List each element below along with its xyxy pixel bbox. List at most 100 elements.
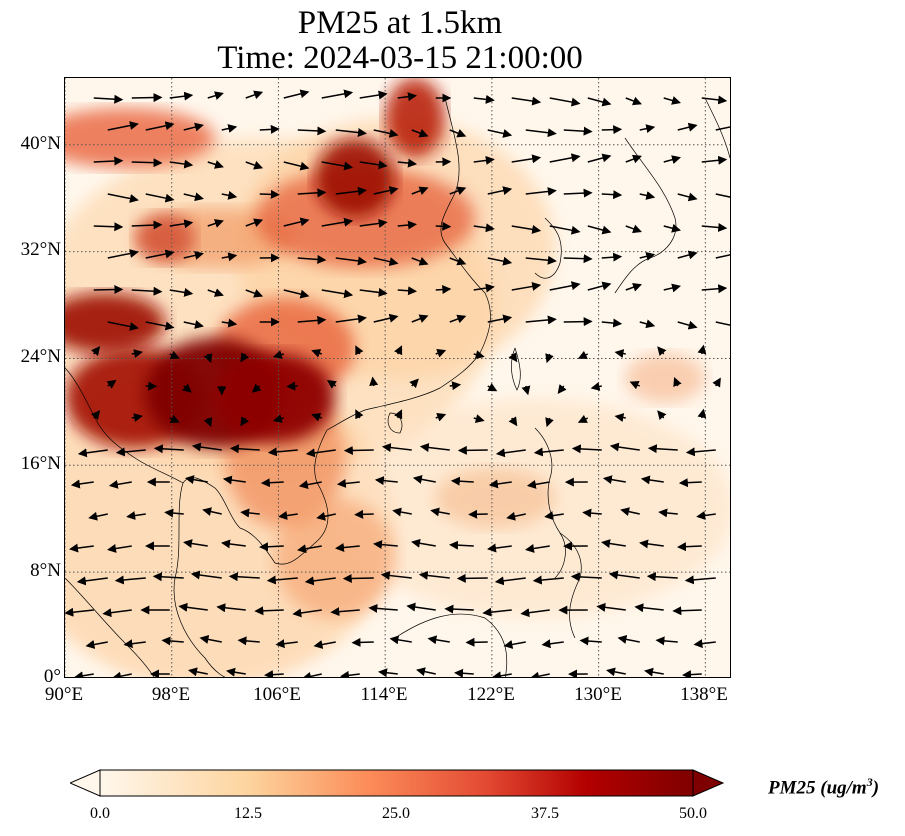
wind-arrow xyxy=(416,667,436,677)
wind-arrow xyxy=(435,221,452,231)
wind-arrow xyxy=(487,382,498,392)
wind-arrow xyxy=(259,189,280,199)
wind-arrow xyxy=(88,511,108,521)
wind-arrow xyxy=(240,508,260,518)
coastline xyxy=(274,429,329,565)
wind-arrow xyxy=(449,540,474,550)
wind-arrow xyxy=(411,186,429,195)
wind-arrow xyxy=(131,413,143,422)
wind-arrow xyxy=(354,509,374,519)
wind-arrow xyxy=(715,254,730,259)
wind-arrow xyxy=(449,314,467,324)
wind-arrow xyxy=(313,640,336,649)
wind-arrow xyxy=(245,160,264,170)
wind-arrow xyxy=(283,289,310,299)
wind-arrow xyxy=(131,158,163,168)
wind-arrow xyxy=(525,187,557,196)
wind-arrow xyxy=(184,475,208,485)
wind-arrow xyxy=(161,636,184,646)
wind-arrow xyxy=(655,636,678,646)
wind-arrow xyxy=(397,158,418,168)
wind-arrow xyxy=(525,128,557,138)
wind-arrow xyxy=(93,94,124,104)
wind-arrow xyxy=(392,507,412,517)
wind-arrow xyxy=(298,480,322,490)
wind-arrow xyxy=(427,635,450,645)
wind-arrow xyxy=(678,478,702,488)
wind-arrow xyxy=(381,443,412,453)
wind-arrow xyxy=(164,508,184,518)
wind-arrow xyxy=(93,222,124,232)
wind-arrow xyxy=(601,252,623,262)
wind-arrow xyxy=(663,155,681,164)
wind-arrow xyxy=(183,320,204,329)
wind-arrow xyxy=(321,89,354,99)
coastline xyxy=(173,477,276,677)
wind-arrow xyxy=(412,474,436,484)
wind-arrow xyxy=(571,444,602,454)
wind-arrow xyxy=(169,350,180,359)
wind-arrow xyxy=(321,289,354,299)
wind-arrow xyxy=(373,313,399,323)
wind-arrow xyxy=(647,444,678,454)
wind-arrow xyxy=(102,608,132,618)
wind-arrow xyxy=(601,539,626,549)
wind-arrow xyxy=(355,409,364,420)
wind-arrow xyxy=(579,636,602,646)
wind-arrow xyxy=(508,416,518,427)
wind-arrow xyxy=(169,91,194,101)
wind-arrow xyxy=(625,154,642,164)
wind-arrow xyxy=(297,544,322,554)
wind-arrow xyxy=(418,570,450,580)
wind-arrow xyxy=(359,160,388,170)
wind-arrow xyxy=(549,153,581,163)
wind-arrow xyxy=(715,193,730,198)
wind-arrow xyxy=(305,448,336,458)
wind-arrow xyxy=(266,575,298,585)
wind-arrow xyxy=(715,126,730,131)
colorbar-label: PM25 (ug/m3) xyxy=(768,775,880,799)
wind-arrow xyxy=(541,639,564,649)
wind-arrow xyxy=(473,155,495,165)
wind-arrow xyxy=(677,320,698,330)
wind-arrow xyxy=(473,223,495,233)
wind-arrow xyxy=(226,667,246,677)
wind-arrow xyxy=(373,129,399,138)
lat-tick-40: 40°N xyxy=(20,133,61,154)
wind-arrow xyxy=(152,572,184,582)
wind-arrow xyxy=(207,288,224,297)
wind-arrow xyxy=(283,89,310,99)
wind-arrow xyxy=(577,350,589,359)
wind-arrow xyxy=(207,160,224,169)
wind-arrow xyxy=(316,511,336,521)
wind-arrow xyxy=(264,670,284,677)
wind-arrow xyxy=(511,154,542,164)
wind-arrow xyxy=(336,478,360,488)
wind-arrow xyxy=(634,603,664,613)
wind-arrow xyxy=(533,447,564,457)
wind-arrow xyxy=(302,671,322,677)
wind-arrow xyxy=(609,442,640,452)
coastline xyxy=(614,137,677,294)
pm25-plume xyxy=(315,138,395,218)
wind-arrow xyxy=(283,161,310,171)
wind-arrow xyxy=(373,540,398,550)
wind-arrow xyxy=(107,544,132,553)
wind-arrow xyxy=(275,639,298,649)
coastline xyxy=(704,97,730,159)
wind-arrow xyxy=(511,96,542,106)
wind-arrow xyxy=(115,447,146,457)
lat-tick-8: 8°N xyxy=(30,560,61,581)
wind-arrow xyxy=(549,281,581,291)
wind-arrow xyxy=(340,670,360,677)
wind-arrow xyxy=(254,606,284,616)
wind-arrow xyxy=(435,413,447,422)
wind-arrow xyxy=(450,476,474,486)
wind-arrow xyxy=(355,345,364,356)
lon-tick-130: 130°E xyxy=(574,684,622,705)
lat-tick-0: 0° xyxy=(43,666,61,687)
wind-arrow xyxy=(503,640,526,649)
wind-arrow xyxy=(145,249,175,259)
wind-arrow xyxy=(614,349,626,359)
wind-arrow xyxy=(411,538,436,548)
